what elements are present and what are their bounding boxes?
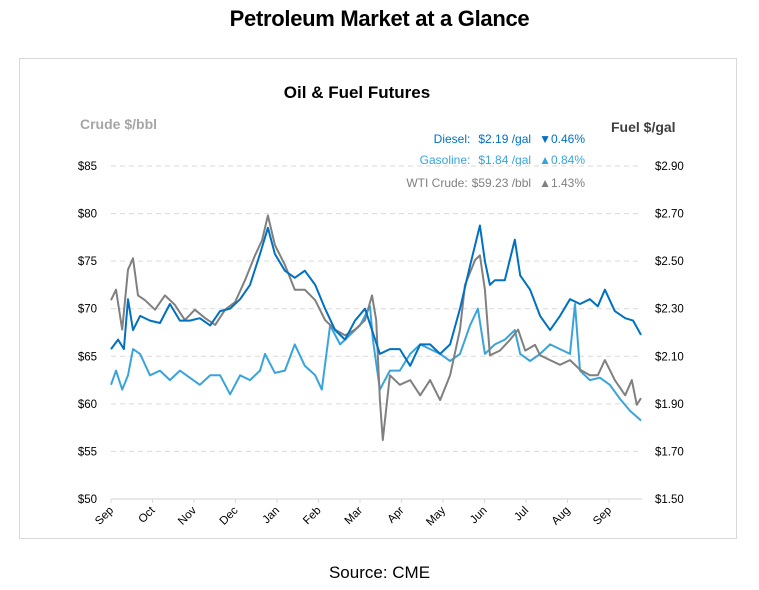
right-tick-label: $1.50 <box>655 494 684 506</box>
legend-diesel-label: Diesel: <box>434 132 471 146</box>
gridlines <box>111 165 642 452</box>
x-tick-label: Feb <box>301 505 324 528</box>
legend-diesel-value: $2.19 /gal <box>478 132 531 146</box>
x-tick-label: Jan <box>261 505 283 527</box>
x-tick-label: Jun <box>468 505 490 527</box>
legend-gasoline: Gasoline: $1.84 /gal ▲0.84% <box>420 153 586 167</box>
right-tick-label: $2.30 <box>655 304 684 316</box>
right-tick-label: $2.70 <box>655 209 684 221</box>
x-tick-label: Sep <box>93 505 116 528</box>
legend-diesel-change: 0.46% <box>551 132 585 146</box>
legend-gasoline-up-arrow-icon: ▲ <box>539 153 551 167</box>
chart-title: Oil & Fuel Futures <box>284 83 430 102</box>
right-axis-label: Fuel $/gal <box>611 119 676 135</box>
series-line-gasoline <box>110 303 642 422</box>
right-tick-label: $1.90 <box>655 399 684 411</box>
legend-wti-up-arrow-icon: ▲ <box>539 176 551 190</box>
series-line-wti-crude <box>110 214 642 441</box>
left-axis-label: Crude $/bbl <box>80 116 157 132</box>
x-tick-label: May <box>424 504 448 528</box>
x-tick-label: Oct <box>136 504 158 526</box>
legend-wti-label: WTI Crude: <box>406 176 467 190</box>
left-tick-label: $60 <box>78 399 97 411</box>
left-tick-label: $75 <box>78 256 97 268</box>
x-axis: Sep Oct Nov Dec Jan Feb Mar Apr May Jun Jul Aug Sep <box>93 498 642 528</box>
right-tick-label: $2.50 <box>655 256 684 268</box>
legend-diesel-down-arrow-icon: ▼ <box>539 132 551 146</box>
page-title: Petroleum Market at a Glance <box>229 6 530 31</box>
x-tick-label: Aug <box>550 505 573 528</box>
legend-gasoline-change: 0.84% <box>551 153 585 167</box>
x-tick-label: Dec <box>218 504 241 527</box>
right-tick-label: $1.70 <box>655 446 684 458</box>
left-tick-label: $65 <box>78 351 97 363</box>
legend-wti-change: 1.43% <box>551 176 585 190</box>
x-tick-label: Nov <box>176 504 199 527</box>
x-tick-label: Apr <box>385 505 406 526</box>
left-tick-label: $50 <box>78 494 97 506</box>
legend-wti-value: $59.23 /bbl <box>472 176 531 190</box>
x-tick-label: Sep <box>591 505 614 528</box>
legend: Diesel: $2.19 /gal ▼0.46% Gasoline: $1.84 /… <box>406 132 585 190</box>
left-tick-label: $80 <box>78 209 97 221</box>
left-tick-label: $70 <box>78 304 97 316</box>
legend-gasoline-label: Gasoline: <box>420 153 471 167</box>
left-axis-ticks: $50 $55 $60 $65 $70 $75 $80 $85 <box>78 161 97 506</box>
legend-wti: WTI Crude: $59.23 /bbl ▲1.43% <box>406 176 585 190</box>
left-tick-label: $85 <box>78 161 97 173</box>
right-axis-ticks: $1.50 $1.70 $1.90 $2.10 $2.30 $2.50 $2.70 $2.90 <box>655 161 684 506</box>
chart-frame <box>19 58 737 539</box>
series-line-diesel <box>110 224 642 367</box>
right-tick-label: $2.90 <box>655 161 684 173</box>
x-tick-label: Jul <box>512 505 531 524</box>
legend-diesel: Diesel: $2.19 /gal ▼0.46% <box>434 132 586 146</box>
source-note: Source: CME <box>328 563 431 582</box>
series-lines <box>110 214 642 441</box>
legend-gasoline-value: $1.84 /gal <box>478 153 531 167</box>
right-tick-label: $2.10 <box>655 351 684 363</box>
left-tick-label: $55 <box>78 446 97 458</box>
x-tick-label: Mar <box>343 505 366 528</box>
